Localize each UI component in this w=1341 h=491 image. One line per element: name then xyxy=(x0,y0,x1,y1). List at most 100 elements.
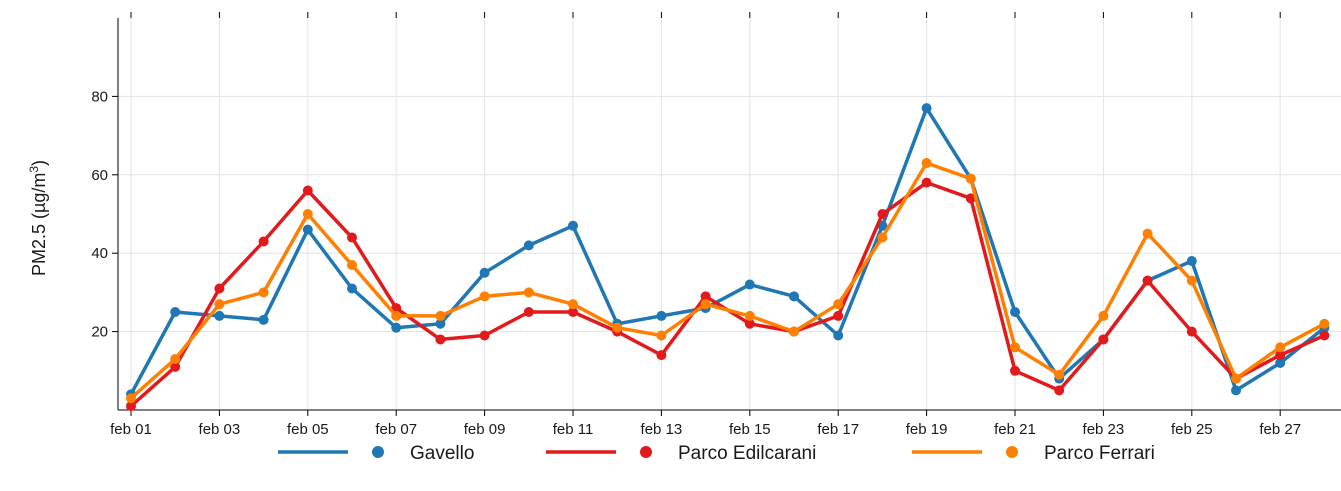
data-point-parco-edilcarani xyxy=(1186,326,1197,337)
data-point-parco-ferrari xyxy=(965,173,976,184)
data-point-parco-edilcarani xyxy=(1098,334,1109,345)
legend: Gavello Parco Edilcarani Parco Ferrari xyxy=(278,443,1155,464)
x-tick-label: feb 03 xyxy=(199,421,241,438)
series-line-gavello xyxy=(129,106,1327,397)
x-tick-label: feb 01 xyxy=(110,421,152,438)
data-point-gavello xyxy=(170,307,181,317)
data-point-parco-ferrari xyxy=(700,299,711,310)
x-tick-label: feb 25 xyxy=(1171,421,1213,438)
data-point-gavello xyxy=(347,283,357,294)
x-tick-label: feb 21 xyxy=(994,421,1036,438)
legend-marker-gavello xyxy=(372,446,384,458)
data-point-parco-edilcarani xyxy=(1010,365,1020,376)
data-point-parco-ferrari xyxy=(744,310,755,321)
series xyxy=(126,103,1330,412)
legend-label-gavello: Gavello xyxy=(410,443,474,464)
x-tick-label: feb 27 xyxy=(1259,421,1301,438)
legend-marker-parco-ferrari xyxy=(1006,446,1018,458)
y-tick-label: 60 xyxy=(91,167,108,184)
series-line-parco-ferrari xyxy=(129,161,1327,400)
x-tick-label: feb 13 xyxy=(641,421,683,438)
data-point-parco-ferrari xyxy=(170,354,181,365)
data-point-parco-ferrari xyxy=(1098,310,1109,321)
data-point-parco-edilcarani xyxy=(170,361,181,372)
data-point-gavello xyxy=(435,318,446,329)
data-point-parco-ferrari xyxy=(479,291,490,302)
data-point-parco-ferrari xyxy=(789,326,799,337)
data-point-parco-ferrari xyxy=(656,330,667,341)
data-point-parco-ferrari xyxy=(302,209,313,219)
data-point-parco-edilcarani xyxy=(302,185,313,196)
x-tick-label: feb 19 xyxy=(906,421,948,438)
y-axis-title-superscript: 3 xyxy=(27,166,41,173)
data-point-parco-edilcarani xyxy=(744,318,755,329)
data-point-parco-edilcarani xyxy=(1275,350,1286,361)
data-point-parco-ferrari xyxy=(258,287,269,298)
axes: feb 01 feb 03 feb 05 feb 07 feb 09 feb 11 feb … xyxy=(91,12,1341,438)
data-point-parco-ferrari xyxy=(921,158,932,169)
data-point-parco-edilcarani xyxy=(1142,275,1153,286)
y-axis-title-main: PM2.5 (µg/m xyxy=(29,173,49,276)
data-point-parco-edilcarani xyxy=(126,401,136,412)
data-point-gavello xyxy=(523,240,534,251)
legend-label-parco-ferrari: Parco Ferrari xyxy=(1044,443,1155,464)
data-point-gavello xyxy=(744,279,755,290)
x-tick-label: feb 17 xyxy=(817,421,859,438)
data-point-parco-ferrari xyxy=(1231,373,1241,384)
data-point-gavello xyxy=(568,220,578,231)
x-tick-label: feb 23 xyxy=(1083,421,1125,438)
data-point-gavello xyxy=(656,310,667,321)
data-point-parco-ferrari xyxy=(1319,318,1330,329)
legend-marker-parco-edilcarani xyxy=(640,446,652,458)
data-point-parco-edilcarani xyxy=(656,350,667,361)
data-point-parco-ferrari xyxy=(435,310,446,321)
data-point-gavello xyxy=(258,314,269,325)
data-point-parco-ferrari xyxy=(523,287,534,298)
data-point-gavello xyxy=(789,291,799,302)
y-tick-label: 20 xyxy=(91,324,108,341)
data-point-parco-ferrari xyxy=(214,299,225,310)
data-point-gavello xyxy=(214,310,225,321)
data-point-parco-edilcarani xyxy=(258,236,269,247)
data-point-parco-ferrari xyxy=(612,322,623,333)
data-point-parco-edilcarani xyxy=(523,307,534,317)
data-point-gavello xyxy=(479,267,490,278)
data-point-gavello xyxy=(391,322,402,333)
data-point-parco-ferrari xyxy=(833,299,844,310)
data-point-parco-ferrari xyxy=(347,259,357,270)
data-point-parco-edilcarani xyxy=(965,193,976,204)
data-point-parco-edilcarani xyxy=(479,330,490,341)
data-point-parco-ferrari xyxy=(1186,275,1197,286)
data-point-parco-edilcarani xyxy=(833,310,844,321)
data-point-parco-ferrari xyxy=(1275,342,1286,353)
x-tick-label: feb 05 xyxy=(287,421,329,438)
y-tick-label: 40 xyxy=(91,245,108,262)
x-tick-label: feb 11 xyxy=(553,421,594,438)
data-point-gavello xyxy=(833,330,844,341)
data-point-parco-ferrari xyxy=(391,310,402,321)
data-point-parco-edilcarani xyxy=(877,209,888,219)
data-point-parco-edilcarani xyxy=(568,307,578,317)
y-tick-label: 80 xyxy=(91,88,108,105)
grid xyxy=(118,18,1341,410)
data-point-gavello xyxy=(1231,385,1241,396)
data-point-parco-ferrari xyxy=(1010,342,1020,353)
data-point-parco-ferrari xyxy=(568,299,578,310)
data-point-parco-ferrari xyxy=(877,232,888,243)
data-point-parco-edilcarani xyxy=(1054,385,1065,396)
data-point-parco-edilcarani xyxy=(700,291,711,302)
data-point-gavello xyxy=(1275,357,1286,368)
legend-label-parco-edilcarani: Parco Edilcarani xyxy=(678,443,816,464)
data-point-parco-edilcarani xyxy=(1319,330,1330,341)
data-point-gavello xyxy=(1186,256,1197,267)
x-tick-label: feb 15 xyxy=(729,421,771,438)
data-point-parco-ferrari xyxy=(1142,228,1153,239)
data-point-parco-edilcarani xyxy=(214,283,225,294)
data-point-parco-edilcarani xyxy=(435,334,446,345)
data-point-parco-ferrari xyxy=(1054,369,1065,380)
y-axis-title-close: ) xyxy=(29,160,49,166)
data-point-gavello xyxy=(921,103,932,114)
y-axis-title: PM2.5 (µg/m3) xyxy=(27,160,49,276)
data-point-gavello xyxy=(1010,307,1020,317)
